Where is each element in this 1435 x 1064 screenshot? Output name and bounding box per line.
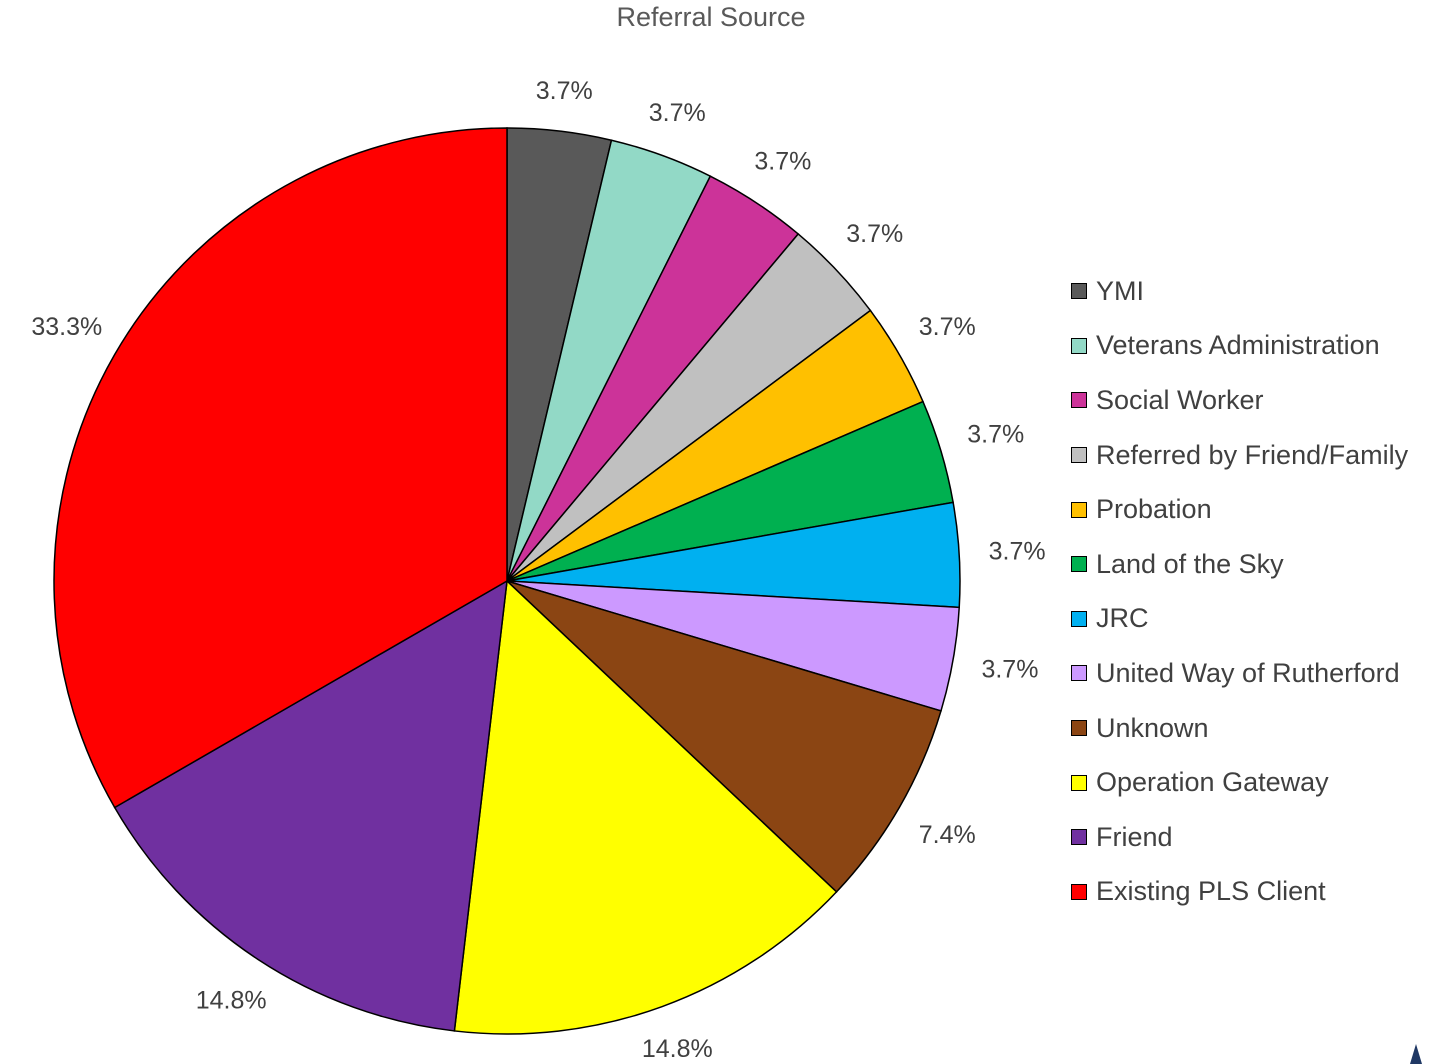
pie-slice-unknown (506, 580, 942, 893)
legend-item-ymi: YMI (1071, 264, 1408, 319)
legend-item-probation: Probation (1071, 482, 1408, 537)
legend-item-referred-by-friend-family: Referred by Friend/Family (1071, 428, 1408, 483)
legend-swatch (1071, 829, 1087, 846)
data-label-jrc: 3.7% (989, 537, 1046, 565)
legend-label: United Way of Rutherford (1096, 657, 1400, 688)
legend-item-jrc: JRC (1071, 592, 1408, 647)
legend-label: Referred by Friend/Family (1096, 439, 1409, 470)
data-label-friend: 14.8% (196, 986, 267, 1014)
legend-swatch (1071, 774, 1087, 791)
data-label-veterans-administration: 3.7% (649, 99, 706, 127)
legend-item-unknown: Unknown (1071, 701, 1408, 756)
legend-item-operation-gateway: Operation Gateway (1071, 755, 1408, 810)
legend-item-friend: Friend (1071, 810, 1408, 865)
data-label-social-worker: 3.7% (754, 148, 811, 176)
legend-swatch (1071, 883, 1087, 900)
legend-swatch (1071, 501, 1087, 518)
legend-swatch (1071, 283, 1087, 300)
legend-label: Social Worker (1096, 384, 1264, 415)
data-label-land-of-the-sky: 3.7% (967, 421, 1024, 449)
legend-item-existing-pls-client: Existing PLS Client (1071, 865, 1408, 920)
pie-slice-friend (113, 579, 508, 1032)
legend-label: Unknown (1096, 712, 1209, 743)
data-label-unknown: 7.4% (919, 821, 976, 849)
chart-legend: YMI Veterans Administration Social Worker R… (1071, 264, 1408, 919)
legend-swatch (1071, 556, 1087, 573)
legend-label: Existing PLS Client (1096, 876, 1326, 907)
corner-logo-icon (1410, 1044, 1422, 1064)
legend-swatch (1071, 337, 1087, 354)
legend-label: Probation (1096, 494, 1212, 525)
legend-label: Land of the Sky (1096, 548, 1284, 579)
legend-item-land-of-the-sky: Land of the Sky (1071, 537, 1408, 592)
legend-item-veterans-administration: Veterans Administration (1071, 319, 1408, 374)
pie-slice-existing-pls-client (53, 127, 508, 809)
legend-swatch (1071, 392, 1087, 409)
chart-title: Referral Source (616, 2, 806, 32)
legend-swatch (1071, 665, 1087, 682)
legend-item-social-worker: Social Worker (1071, 373, 1408, 428)
legend-label: Veterans Administration (1096, 330, 1380, 361)
legend-swatch (1071, 610, 1087, 627)
data-label-operation-gateway: 14.8% (642, 1035, 713, 1063)
data-label-probation: 3.7% (919, 313, 976, 341)
legend-label: JRC (1096, 603, 1149, 634)
data-label-existing-pls-client: 33.3% (31, 313, 102, 341)
pie-slice-operation-gateway (453, 579, 838, 1035)
legend-label: Friend (1096, 821, 1173, 852)
legend-label: YMI (1096, 275, 1145, 306)
data-label-ymi: 3.7% (536, 77, 593, 105)
legend-swatch (1071, 720, 1087, 737)
legend-item-united-way-of-rutherford: United Way of Rutherford (1071, 646, 1408, 701)
legend-swatch (1071, 447, 1087, 464)
data-label-united-way-of-rutherford: 3.7% (981, 656, 1038, 684)
data-label-referred-by-friend-family: 3.7% (846, 220, 903, 248)
legend-label: Operation Gateway (1096, 767, 1329, 798)
